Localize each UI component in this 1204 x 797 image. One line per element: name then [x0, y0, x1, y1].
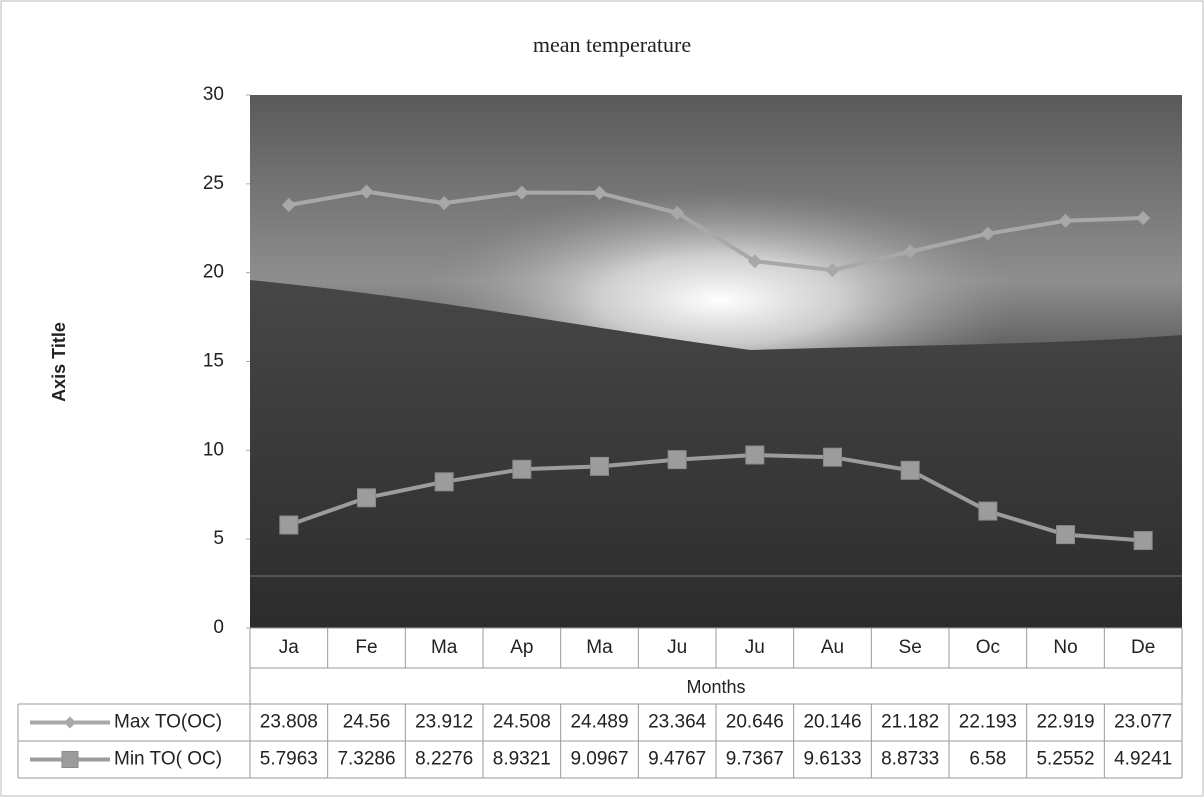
table-value: 23.364 [648, 712, 707, 733]
marker [745, 445, 765, 465]
table-value: 5.2552 [1036, 749, 1094, 770]
x-tick-label: Ma [586, 637, 613, 658]
marker [1056, 525, 1075, 545]
x-axis-title: Months [686, 677, 745, 697]
marker [1136, 210, 1151, 225]
table-value: 6.58 [969, 749, 1006, 770]
table-value: 20.646 [726, 712, 784, 733]
table-value: 24.489 [570, 712, 628, 733]
table-value: 20.146 [803, 712, 861, 733]
table-value: 23.077 [1114, 712, 1172, 733]
marker [900, 460, 920, 480]
marker [279, 515, 299, 535]
x-tick-label: Oc [976, 637, 1000, 658]
marker [978, 501, 998, 521]
marker [359, 184, 374, 199]
table-value: 23.912 [415, 712, 473, 733]
x-tick-label: Fe [355, 637, 377, 658]
x-tick-label: Ju [745, 637, 765, 658]
marker [514, 185, 529, 200]
marker [434, 472, 454, 492]
chart-title: mean temperature [533, 32, 691, 57]
table-value: 9.0967 [570, 749, 628, 770]
marker [1058, 213, 1073, 228]
x-tick-label: Ma [431, 637, 458, 658]
table-value: 23.808 [260, 712, 318, 733]
marker [825, 263, 840, 278]
marker [437, 196, 452, 211]
x-tick-label: Ap [510, 637, 533, 658]
y-tick-label: 15 [203, 351, 224, 372]
series-line [288, 453, 1144, 543]
marker [823, 447, 842, 467]
table-value: 24.508 [493, 712, 551, 733]
table-value: 9.7367 [726, 749, 784, 770]
table-value: 22.919 [1036, 712, 1094, 733]
x-tick-label: Ju [667, 637, 687, 658]
table-value: 7.3286 [337, 749, 395, 770]
marker [512, 459, 532, 479]
series-line [288, 189, 1144, 273]
y-tick-label: 10 [203, 439, 224, 460]
y-tick-label: 30 [203, 84, 224, 105]
y-tick-label: 0 [213, 617, 224, 638]
table-value: 21.182 [881, 712, 939, 733]
marker [980, 226, 995, 241]
table-value: 9.6133 [803, 749, 861, 770]
marker [281, 198, 296, 213]
table-value: 8.2276 [415, 749, 473, 770]
table-value: 4.9241 [1114, 749, 1172, 770]
y-tick-label: 20 [203, 262, 224, 283]
plot-background [250, 95, 1182, 628]
marker [357, 488, 376, 508]
y-axis-title: Axis Title [49, 322, 69, 402]
x-tick-label: De [1131, 637, 1155, 658]
x-tick-label: Ja [279, 637, 300, 658]
table-value: 8.9321 [493, 749, 551, 770]
table-value: 8.8733 [881, 749, 939, 770]
x-tick-label: Au [821, 637, 844, 658]
x-tick-label: Se [899, 637, 922, 658]
y-tick-label: 25 [203, 173, 224, 194]
table-value: 5.7963 [260, 749, 318, 770]
legend-label: Max TO(OC) [114, 712, 222, 733]
legend-key-marker [61, 751, 79, 768]
table-value: 9.4767 [648, 749, 706, 770]
marker [592, 185, 607, 200]
marker [667, 450, 687, 470]
marker [1133, 531, 1153, 551]
marker [903, 244, 918, 259]
y-tick-label: 5 [213, 528, 224, 549]
legend-label: Min TO( OC) [114, 749, 222, 770]
x-tick-label: No [1053, 637, 1077, 658]
table-value: 24.56 [343, 712, 391, 733]
legend-key-marker [64, 716, 76, 729]
marker [670, 205, 685, 220]
marker [747, 254, 762, 269]
marker [590, 456, 609, 476]
table-value: 22.193 [959, 712, 1017, 733]
